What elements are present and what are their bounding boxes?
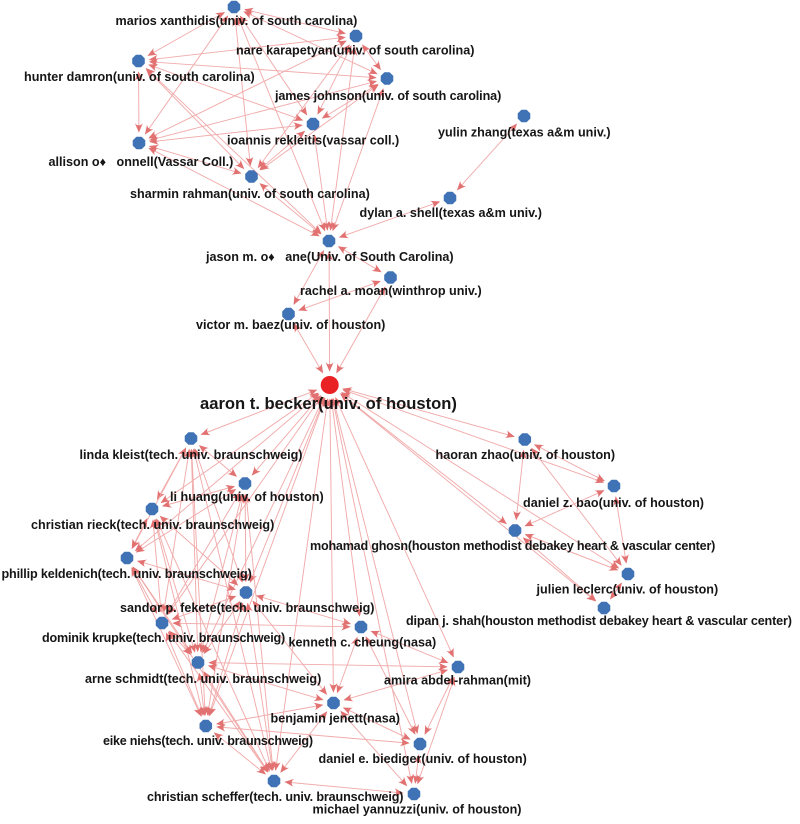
svg-text:benjamin jenett(nasa): benjamin jenett(nasa) — [271, 712, 400, 726]
svg-text:dominik krupke(tech. univ. bra: dominik krupke(tech. univ. braunschweig) — [42, 631, 285, 645]
svg-text:nare karapetyan(univ. of south: nare karapetyan(univ. of south carolina) — [236, 44, 474, 58]
svg-text:sandor p. fekete(tech. univ. b: sandor p. fekete(tech. univ. braunschwei… — [120, 601, 375, 615]
svg-text:james johnson(univ. of south c: james johnson(univ. of south carolina) — [274, 89, 501, 103]
svg-text:dipan j. shah(houston methodis: dipan j. shah(houston methodist debakey … — [406, 614, 792, 628]
svg-text:phillip keldenich(tech. univ.: phillip keldenich(tech. univ. braunschwe… — [2, 567, 252, 581]
svg-text:amira abdel-rahman(mit): amira abdel-rahman(mit) — [384, 674, 531, 688]
svg-text:eike niehs(tech. univ. braunsc: eike niehs(tech. univ. braunschweig) — [103, 734, 313, 748]
svg-text:yulin zhang(texas a&m univ.): yulin zhang(texas a&m univ.) — [438, 126, 611, 140]
svg-text:jason m. o♦ ane(Univ. of Sou: jason m. o♦ ane(Univ. of South Carolina) — [205, 250, 454, 264]
svg-text:linda kleist(tech. univ. braun: linda kleist(tech. univ. braunschweig) — [80, 448, 303, 462]
svg-text:julien leclerc(univ. of housto: julien leclerc(univ. of houston) — [536, 583, 719, 597]
svg-text:li huang(univ. of houston): li huang(univ. of houston) — [170, 490, 324, 504]
svg-text:dylan a. shell(texas a&m univ.: dylan a. shell(texas a&m univ.) — [360, 206, 542, 220]
svg-text:sharmin rahman(univ. of south: sharmin rahman(univ. of south carolina) — [130, 187, 370, 201]
svg-text:ioannis rekleitis(vassar coll.: ioannis rekleitis(vassar coll.) — [227, 134, 399, 148]
svg-text:kenneth c. cheung(nasa): kenneth c. cheung(nasa) — [289, 636, 437, 650]
svg-text:mohamad ghosn(houston methodis: mohamad ghosn(houston methodist debakey … — [310, 539, 715, 553]
svg-text:daniel e. biediger(univ. of ho: daniel e. biediger(univ. of houston) — [319, 752, 527, 766]
svg-text:allison o♦ onnell(Vassar Col: allison o♦ onnell(Vassar Coll.) — [49, 155, 234, 169]
svg-text:christian rieck(tech. univ. br: christian rieck(tech. univ. braunschweig… — [31, 518, 274, 532]
svg-text:haoran zhao(univ. of houston): haoran zhao(univ. of houston) — [436, 448, 616, 462]
svg-text:arne schmidt(tech. univ. braun: arne schmidt(tech. univ. braunschweig) — [85, 672, 321, 686]
svg-text:victor m. baez(univ. of housto: victor m. baez(univ. of houston) — [196, 318, 385, 332]
svg-text:rachel a. moan(winthrop univ.): rachel a. moan(winthrop univ.) — [300, 284, 482, 298]
svg-text:aaron t. becker(univ. of houst: aaron t. becker(univ. of houston) — [200, 394, 457, 413]
svg-text:hunter damron(univ. of south c: hunter damron(univ. of south carolina) — [24, 70, 255, 84]
svg-text:marios xanthidis(univ. of sout: marios xanthidis(univ. of south carolina… — [116, 14, 358, 28]
svg-text:daniel z. bao(univ. of houston: daniel z. bao(univ. of houston) — [523, 496, 704, 510]
svg-text:michael yannuzzi(univ. of hous: michael yannuzzi(univ. of houston) — [313, 803, 522, 817]
